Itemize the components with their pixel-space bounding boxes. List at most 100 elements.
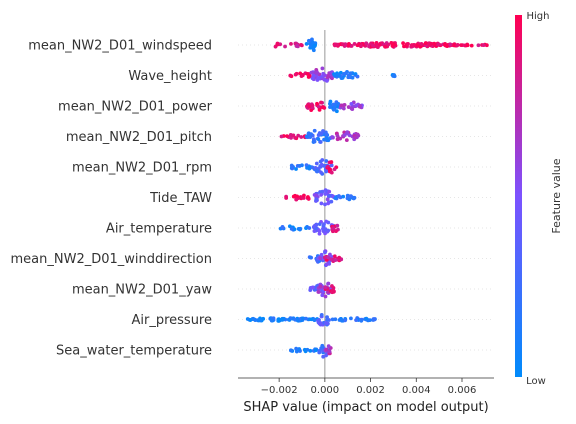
shap-dot xyxy=(294,197,299,202)
shap-dot xyxy=(402,44,406,49)
colorbar-title: Feature value xyxy=(550,158,563,233)
shap-dot xyxy=(349,102,354,106)
shap-dot xyxy=(324,132,329,137)
shap-dot xyxy=(347,133,352,138)
shap-dot xyxy=(465,43,470,48)
shap-dot xyxy=(289,348,293,353)
shap-dot xyxy=(288,73,293,78)
shap-dot xyxy=(304,316,308,321)
shap-dot xyxy=(286,317,291,322)
x-tick-label: 0.000 xyxy=(311,385,340,396)
shap-dot xyxy=(355,74,360,79)
shap-dot xyxy=(390,44,395,49)
shap-dot xyxy=(325,197,330,202)
shap-dot xyxy=(325,315,329,319)
shap-dot xyxy=(336,102,341,106)
shap-dot xyxy=(308,288,313,293)
shap-dot xyxy=(364,316,369,321)
shap-dot xyxy=(353,135,358,140)
shap-dot xyxy=(295,43,299,48)
shap-dot xyxy=(337,74,342,78)
shap-dot xyxy=(312,139,317,144)
shap-dot xyxy=(364,41,369,46)
shap-dot xyxy=(342,133,347,138)
shap-dot xyxy=(319,201,324,206)
shap-dot xyxy=(349,194,353,199)
shap-dot xyxy=(341,72,346,76)
colorbar-low-label: Low xyxy=(526,376,546,387)
shap-dot xyxy=(324,321,328,325)
shap-dot xyxy=(476,43,481,48)
shap-dot xyxy=(323,250,327,255)
shap-dot xyxy=(352,42,357,46)
shap-dot xyxy=(302,193,306,198)
shap-dot xyxy=(317,318,321,322)
shap-dot xyxy=(295,318,300,323)
row-gridlines xyxy=(238,44,494,351)
shap-dot xyxy=(318,284,323,289)
shap-dot xyxy=(315,169,320,174)
shap-dot xyxy=(335,42,340,47)
shap-dot xyxy=(340,318,344,323)
shap-dot xyxy=(314,161,319,166)
shap-dot xyxy=(318,321,323,326)
shap-dot xyxy=(283,44,287,49)
shap-dot xyxy=(336,194,341,198)
shap-dot xyxy=(333,73,337,78)
shap-dot xyxy=(299,135,304,139)
shap-dot xyxy=(278,42,283,47)
shap-dot xyxy=(333,103,338,107)
shap-dot xyxy=(429,41,434,46)
shap-dot xyxy=(322,137,326,142)
shap-dot xyxy=(319,100,323,105)
shap-dot xyxy=(323,192,328,196)
shap-dot xyxy=(304,42,309,46)
shap-dot xyxy=(326,344,331,349)
shap-dot xyxy=(307,74,312,79)
colorbar xyxy=(515,15,522,377)
shap-dot xyxy=(335,137,340,142)
shap-dot xyxy=(297,347,302,351)
shap-dot xyxy=(321,129,325,133)
shap-dot xyxy=(391,74,396,78)
feature-label: mean_NW2_D01_rpm xyxy=(72,161,212,176)
shap-dot xyxy=(359,44,363,49)
shap-dot xyxy=(443,43,448,48)
shap-dot xyxy=(317,231,322,236)
shap-dot xyxy=(326,201,331,206)
shap-dot xyxy=(296,133,301,138)
shap-dot xyxy=(355,132,360,137)
shap-dot xyxy=(320,293,325,298)
shap-dot xyxy=(350,75,355,80)
shap-dot xyxy=(309,317,314,322)
x-tick-label: 0.004 xyxy=(402,385,431,396)
shap-dot xyxy=(432,41,437,46)
shap-dot xyxy=(323,285,328,290)
shap-dot xyxy=(423,41,428,46)
shap-dot xyxy=(315,70,320,75)
shap-dot xyxy=(327,349,332,354)
shap-dot xyxy=(343,318,347,323)
shap-dot xyxy=(325,79,329,83)
shap-dot xyxy=(455,43,460,47)
shap-dot xyxy=(383,44,388,49)
shap-dot xyxy=(309,132,313,137)
shap-dot xyxy=(315,101,319,106)
shap-dot xyxy=(328,105,332,110)
shap-dot xyxy=(289,226,294,231)
shap-dot xyxy=(298,226,303,231)
shap-dot xyxy=(299,74,304,79)
shap-dot xyxy=(321,105,326,110)
shap-dot xyxy=(293,193,297,198)
shap-dot xyxy=(331,290,336,294)
feature-label: mean_NW2_D01_windspeed xyxy=(28,39,212,54)
x-axis: −0.002 0.000 0.002 0.004 0.006 xyxy=(238,377,494,396)
shap-dot xyxy=(316,76,321,80)
shap-dot xyxy=(293,72,298,77)
shap-dot xyxy=(290,166,295,171)
shap-dot xyxy=(346,105,351,109)
shap-dot xyxy=(311,224,316,229)
shap-dot xyxy=(316,290,321,294)
shap-dot xyxy=(322,255,327,260)
